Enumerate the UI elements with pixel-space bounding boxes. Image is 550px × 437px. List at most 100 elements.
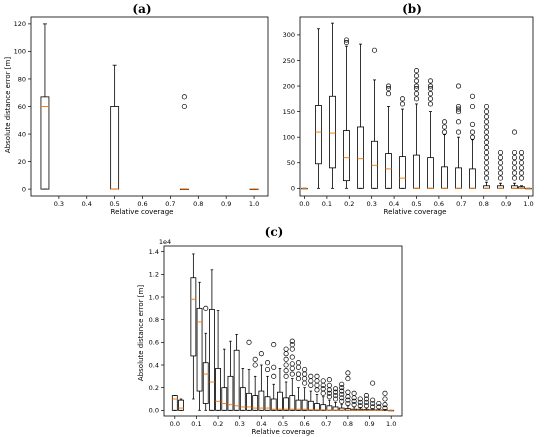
outlier-point [333,386,339,392]
outlier-point [345,397,351,403]
outlier-point [441,119,448,125]
x-tick-label-b: 0.1 [322,200,332,208]
box [252,395,259,411]
y-tick-label-b: 300 [283,31,295,39]
outlier-point [441,129,448,135]
outlier-point [343,40,350,46]
y-tick-label-a: 80 [18,75,26,83]
outlier-point [271,364,277,370]
y-axis-label-c: Absolute distance error [m] [137,285,145,381]
outlier-point [376,404,382,410]
outlier-point [302,380,308,386]
box [196,307,203,392]
y-tick-label-b: 100 [283,133,295,141]
panel-label-a: (a) [132,2,151,16]
axes-frame-c [163,245,403,417]
x-tick-label-c: 0.1 [191,420,201,428]
outlier-point [518,149,525,156]
box [371,140,378,189]
outlier-point [363,396,370,402]
box [399,156,406,189]
y-tick-label-b: 0 [291,185,295,193]
box [270,398,277,411]
outlier-point [483,134,490,140]
outlier-point [289,354,295,360]
outlier-point [469,103,476,110]
box [40,96,50,190]
y-tick-label-c: 0.2 [149,384,159,392]
box [315,105,322,165]
outlier-point [497,160,504,166]
outlier-point [295,360,301,366]
outlier-point [427,83,434,89]
x-axis-label-c: Relative coverage [252,428,315,436]
box [455,167,462,189]
x-tick-label-a: 1.0 [249,200,259,208]
outlier-point [370,397,376,403]
box [343,130,350,182]
y-tick-label-b: 250 [283,57,295,65]
outlier-point [252,356,258,362]
y-tick-label-a: 20 [18,158,26,166]
box [289,395,296,411]
outlier-point [385,91,392,97]
outlier-point [314,387,320,393]
outlier-point [339,395,345,401]
box [441,166,448,189]
outlier-point [413,91,420,97]
outlier-point [371,47,378,53]
outlier-point [320,390,326,396]
box [246,392,252,411]
x-tick-label-b: 0.8 [479,200,489,208]
x-tick-label-c: 0.8 [343,420,353,428]
y-tick-label-a: 120 [14,20,26,28]
outlier-point [370,400,376,407]
box [202,362,209,404]
outlier-point [345,376,351,382]
box [329,95,336,169]
outlier-point [455,119,462,125]
outlier-point [382,405,388,411]
outlier-point [339,388,345,394]
panel-label-b: (b) [402,2,422,16]
y-tick-label-c: 1.4 [149,248,159,256]
box [178,399,184,411]
outlier-point [326,394,332,400]
outlier-point [518,155,525,161]
outlier-point [363,399,370,405]
outlier-point [413,73,420,79]
outlier-point [302,376,308,382]
x-tick-label-c: 0.9 [364,420,374,428]
box [221,387,228,411]
outlier-point [351,402,357,408]
outlier-point [289,346,295,352]
box [171,395,178,411]
outlier-point [511,160,518,166]
outlier-point [427,86,434,92]
outlier-point [283,351,289,357]
outlier-point [357,396,363,402]
x-tick-label-c: 1.0 [386,420,396,428]
box [469,168,476,189]
box [215,367,221,411]
box [239,387,246,411]
outlier-point [483,149,490,156]
outlier-point [283,356,289,362]
outlier-point [265,366,271,373]
x-tick-label-a: 0.6 [137,200,147,208]
outlier-point [289,371,295,377]
box [277,391,283,411]
y-tick-label-a: 100 [14,48,26,56]
box [209,309,215,411]
outlier-point [483,175,490,181]
box [320,404,327,411]
outlier-point [413,68,420,74]
x-tick-label-a: 0.8 [193,200,203,208]
outlier-point [413,96,420,102]
x-tick-label-a: 0.4 [82,200,92,208]
outlier-point [483,139,490,145]
outlier-point [283,346,289,352]
outlier-point [427,101,434,107]
outlier-point [289,365,295,371]
y-tick-label-b: 50 [287,159,295,167]
